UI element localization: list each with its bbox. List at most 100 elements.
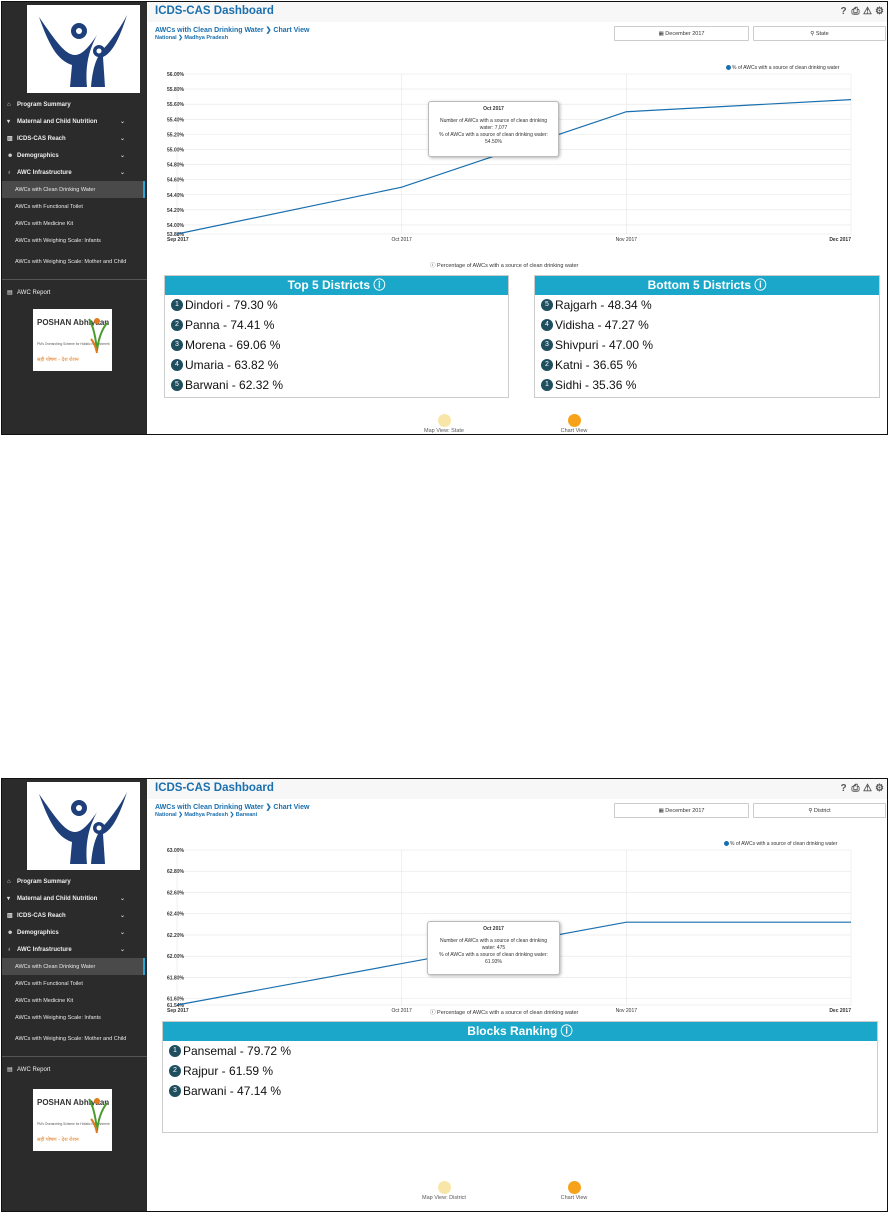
sidebar-item-demographics[interactable]: ☻ Demographics ⌄	[2, 147, 147, 164]
x-tick-label: Dec 2017	[829, 1008, 851, 1014]
ranking-text: Barwani - 47.14 %	[183, 1084, 282, 1098]
sidebar-item-maternal-child-nutrition[interactable]: ▾ Maternal and Child Nutrition ⌄	[2, 890, 147, 907]
sidebar-item-demographics[interactable]: ☻ Demographics ⌄	[2, 924, 147, 941]
sidebar-subitem-label: AWCs with Weighing Scale: Infants	[15, 237, 101, 244]
sidebar-subitem-label: AWCs with Weighing Scale: Mother and Chi…	[15, 259, 127, 265]
sidebar-item-icds-cas-reach[interactable]: ▥ ICDS-CAS Reach ⌄	[2, 907, 147, 924]
ranking-row: 3 Morena - 69.06 %	[165, 335, 508, 355]
sidebar-subitem-clean-drinking-water[interactable]: AWCs with Clean Drinking Water	[2, 958, 145, 975]
sidebar-item-label: AWC Infrastructure	[17, 169, 72, 176]
chevron-down-icon: ⌄	[119, 170, 125, 176]
header: ICDS-CAS Dashboard ? ⎙ ⚠ ⚙	[147, 779, 887, 799]
tooltip-title: Oct 2017	[483, 106, 504, 112]
info-icon[interactable]: ⓘ	[754, 278, 767, 292]
map-view-toggle[interactable]: Map View: State	[414, 414, 474, 434]
nutrition-icon: ▾	[7, 119, 11, 125]
y-tick-label: 62.80%	[167, 869, 185, 875]
gear-icon[interactable]: ⚙	[875, 6, 884, 17]
help-icon[interactable]: ?	[840, 6, 847, 17]
chart-legend[interactable]: % of AWCs with a source of clean drinkin…	[724, 841, 837, 847]
x-tick-label: Sep 2017	[167, 1008, 189, 1014]
y-tick-label: 62.60%	[167, 890, 185, 896]
poshan-title: POSHAN Abhiyaan	[37, 1098, 109, 1107]
month-filter[interactable]: ▦ December 2017	[614, 26, 749, 41]
poshan-title: POSHAN Abhiyaan	[37, 318, 109, 327]
sidebar-subitem-medicine-kit[interactable]: AWCs with Medicine Kit	[2, 992, 147, 1009]
location-filter[interactable]: ⚲ District	[753, 803, 886, 818]
map-view-toggle[interactable]: Map View: District	[414, 1181, 474, 1201]
sidebar-item-label: Program Summary	[17, 878, 71, 885]
y-tick-label: 55.00%	[167, 147, 185, 153]
print-icon[interactable]: ⎙	[851, 6, 860, 17]
breadcrumb-district[interactable]: Barwani	[235, 812, 258, 818]
info-icon[interactable]: ⓘ	[373, 278, 386, 292]
sidebar-subitem-functional-toilet[interactable]: AWCs with Functional Toilet	[2, 975, 147, 992]
rank-badge: 1	[169, 1045, 181, 1057]
y-tick-label: 56.00%	[167, 72, 185, 78]
ranking-text: Dindori - 79.30 %	[185, 298, 278, 312]
sidebar-divider	[2, 279, 147, 280]
sidebar-subitem-weighing-scale-mother-child[interactable]: AWCs with Weighing Scale: Mother and Chi…	[2, 249, 147, 275]
icds-logo	[27, 5, 140, 93]
y-tick-label: 54.40%	[167, 193, 185, 199]
ranking-row: 5 Barwani - 62.32 %	[165, 375, 508, 395]
y-tick-label: 54.00%	[167, 223, 185, 229]
chart-legend[interactable]: % of AWCs with a source of clean drinkin…	[726, 65, 839, 71]
dashboard-screen-district: ⌂ Program Summary ▾ Maternal and Child Nut…	[1, 778, 888, 1212]
y-tick-label: 55.80%	[167, 87, 185, 93]
warning-icon[interactable]: ⚠	[863, 6, 872, 17]
sidebar-item-awc-report[interactable]: ▤ AWC Report	[2, 1061, 147, 1078]
chart-view-label: Chart View	[560, 428, 588, 434]
sidebar-item-awc-infrastructure[interactable]: ♁ AWC Infrastructure ⌄	[2, 941, 147, 958]
sidebar-subitem-medicine-kit[interactable]: AWCs with Medicine Kit	[2, 215, 147, 232]
rank-badge: 3	[169, 1085, 181, 1097]
panel-header: Blocks Ranking ⓘ	[163, 1022, 877, 1041]
chevron-down-icon: ⌄	[119, 913, 125, 919]
sidebar-item-label: ICDS-CAS Reach	[17, 135, 66, 142]
tooltip-line-1: Number of AWCs with a source of clean dr…	[439, 938, 548, 951]
report-icon: ▤	[7, 1067, 13, 1073]
rank-badge: 2	[171, 319, 183, 331]
report-icon: ▤	[7, 290, 13, 296]
breadcrumb-national[interactable]: National	[155, 35, 177, 41]
chart-view-toggle[interactable]: Chart View	[544, 414, 604, 434]
blocks-ranking-panel: Blocks Ranking ⓘ 1 Pansemal - 79.72 % 2 Ra…	[162, 1021, 878, 1133]
chart-view-dot	[567, 1181, 581, 1194]
sidebar-subitem-weighing-scale-mother-child[interactable]: AWCs with Weighing Scale: Mother and Chi…	[2, 1026, 147, 1052]
sidebar-item-awc-report[interactable]: ▤ AWC Report	[2, 284, 147, 301]
y-tick-label: 54.60%	[167, 178, 185, 184]
sidebar-nav: ⌂ Program Summary ▾ Maternal and Child Nut…	[2, 96, 147, 301]
sidebar-subitem-weighing-scale-infants[interactable]: AWCs with Weighing Scale: Infants	[2, 1009, 147, 1026]
sidebar-item-icds-cas-reach[interactable]: ▥ ICDS-CAS Reach ⌄	[2, 130, 147, 147]
ranking-row: 3 Shivpuri - 47.00 %	[535, 335, 879, 355]
breadcrumb-state[interactable]: Madhya Pradesh	[184, 812, 229, 818]
chart-view-toggle[interactable]: Chart View	[544, 1181, 604, 1201]
info-icon[interactable]: ⓘ	[560, 1024, 573, 1038]
home-icon: ⌂	[7, 101, 11, 108]
help-icon[interactable]: ?	[840, 783, 847, 794]
sidebar-subitem-weighing-scale-infants[interactable]: AWCs with Weighing Scale: Infants	[2, 232, 147, 249]
ranking-row: 1 Pansemal - 79.72 %	[163, 1041, 877, 1061]
month-filter[interactable]: ▦ December 2017	[614, 803, 749, 818]
poshan-logo-graphic: POSHAN Abhiyaan PM's Overarching Scheme …	[37, 1098, 110, 1143]
sidebar-item-program-summary[interactable]: ⌂ Program Summary	[2, 96, 147, 113]
sidebar-item-program-summary[interactable]: ⌂ Program Summary	[2, 873, 147, 890]
sidebar-subitem-functional-toilet[interactable]: AWCs with Functional Toilet	[2, 198, 147, 215]
toolbar: ? ⎙ ⚠ ⚙	[838, 6, 885, 17]
location-filter[interactable]: ⚲ State	[753, 26, 886, 41]
breadcrumb-national[interactable]: National	[155, 812, 177, 818]
app-title: ICDS-CAS Dashboard	[155, 5, 274, 17]
print-icon[interactable]: ⎙	[851, 783, 860, 794]
y-tick-label: 62.00%	[167, 954, 185, 960]
breadcrumb-state[interactable]: Madhya Pradesh	[184, 35, 229, 41]
location-pin-icon: ⚲	[810, 30, 816, 37]
gear-icon[interactable]: ⚙	[875, 783, 884, 794]
sidebar-item-maternal-child-nutrition[interactable]: ▾ Maternal and Child Nutrition ⌄	[2, 113, 147, 130]
bar-chart-icon: ▥	[7, 136, 13, 142]
tooltip-title: Oct 2017	[483, 926, 504, 932]
sidebar-item-label: AWC Infrastructure	[17, 946, 72, 953]
sidebar-item-awc-infrastructure[interactable]: ♁ AWC Infrastructure ⌄	[2, 164, 147, 181]
sidebar-subitem-clean-drinking-water[interactable]: AWCs with Clean Drinking Water	[2, 181, 145, 198]
poshan-hindi: सही पोषण - देश रोशन	[37, 356, 79, 363]
warning-icon[interactable]: ⚠	[863, 783, 872, 794]
